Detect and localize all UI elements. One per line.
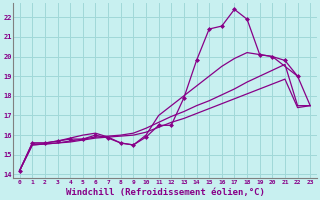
X-axis label: Windchill (Refroidissement éolien,°C): Windchill (Refroidissement éolien,°C) (66, 188, 264, 197)
